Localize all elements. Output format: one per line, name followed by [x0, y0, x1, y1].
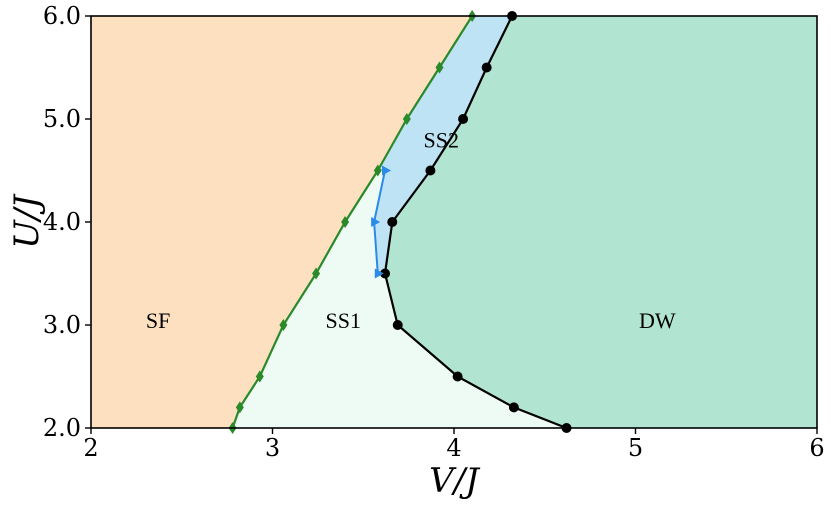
diamond-marker	[373, 164, 382, 177]
triangle-marker	[382, 165, 392, 176]
y-tick-label: 4.0	[43, 208, 81, 236]
diamond-marker	[312, 267, 321, 280]
diamond-marker	[279, 319, 288, 331]
axis-ticks: 2 3 4 5 6 2.0 3.0 4.0 5.0 6.0	[43, 2, 825, 462]
y-tick-label: 2.0	[43, 414, 81, 442]
x-tick-label: 2	[83, 434, 98, 462]
circle-marker	[508, 402, 519, 413]
diamond-marker	[341, 216, 350, 228]
x-tick-label: 5	[628, 434, 643, 462]
triangle-marker	[371, 217, 381, 227]
diamond-marker	[235, 401, 244, 414]
y-tick-label: 5.0	[43, 105, 81, 133]
dw-boundary-line	[383, 16, 567, 428]
region-label-ss1: SS1	[326, 308, 361, 333]
circle-marker	[458, 114, 469, 124]
y-tick-label: 6.0	[43, 2, 81, 30]
diamond-marker	[435, 61, 444, 74]
region-ss1	[232, 170, 567, 428]
phase-regions	[91, 16, 817, 428]
region-ss2	[374, 16, 513, 274]
x-tick-label: 3	[265, 434, 280, 462]
region-label-dw: DW	[639, 308, 676, 333]
circle-marker	[392, 320, 403, 330]
circle-marker	[387, 217, 398, 227]
triangle-marker	[374, 268, 384, 279]
region-label-ss2: SS2	[424, 128, 459, 153]
sf-boundary-line	[231, 16, 474, 428]
diamond-marker	[255, 370, 264, 383]
circle-marker	[380, 268, 391, 279]
region-label-sf: SF	[146, 308, 170, 333]
circle-marker	[425, 165, 436, 176]
y-axis-label: U/J	[7, 193, 47, 249]
x-axis-label: V/J	[429, 461, 481, 501]
region-dw	[385, 16, 817, 428]
circle-marker	[481, 62, 492, 73]
x-tick-label: 6	[809, 434, 824, 462]
circle-marker	[452, 371, 463, 382]
region-labels: SF SS1 SS2 DW	[146, 128, 676, 333]
y-tick-label: 3.0	[43, 311, 81, 339]
region-sf	[91, 16, 473, 428]
diamond-marker	[402, 113, 411, 125]
x-tick-label: 4	[446, 434, 461, 462]
